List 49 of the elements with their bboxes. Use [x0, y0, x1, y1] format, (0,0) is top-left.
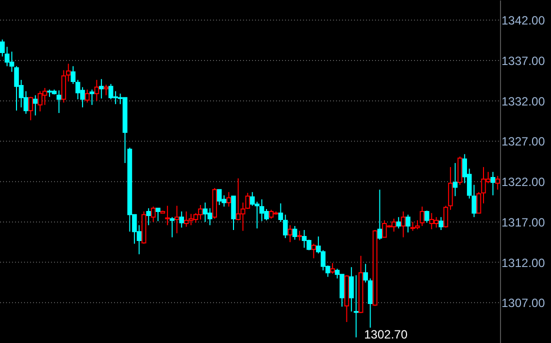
y-tick-label: 1322.00 — [502, 175, 546, 190]
candlestick — [396, 216, 401, 229]
candlestick — [406, 214, 410, 233]
candlestick — [156, 208, 160, 222]
candlestick — [56, 90, 62, 114]
y-tick-label: 1332.00 — [502, 94, 546, 108]
candlestick — [146, 208, 151, 226]
candlestick — [90, 89, 94, 106]
candlestick — [391, 218, 396, 232]
candlestick — [368, 278, 373, 328]
candlestick — [495, 175, 500, 190]
candlestick — [99, 78, 104, 99]
candlestick — [104, 84, 109, 96]
candlestick — [170, 216, 175, 238]
candlestick — [282, 214, 288, 239]
candlestick — [452, 162, 458, 197]
candlestick — [363, 263, 368, 283]
y-tick-label: 1327.00 — [502, 134, 546, 149]
candlestick — [32, 94, 38, 116]
y-tick-label: 1342.00 — [502, 14, 546, 28]
candlestick — [84, 89, 90, 103]
candlestick — [278, 202, 284, 222]
candlestick — [424, 210, 430, 224]
candlestick — [165, 205, 170, 226]
candlestick — [231, 196, 236, 231]
candlestick — [311, 243, 316, 259]
y-tick-label: 1337.00 — [502, 54, 546, 68]
candlestick — [377, 189, 382, 240]
candlestick — [70, 66, 76, 84]
candlestick — [400, 210, 406, 238]
candlestick — [297, 230, 302, 242]
candlestick — [28, 96, 34, 121]
candlestick — [94, 79, 100, 102]
candlestick — [179, 210, 184, 228]
y-tick-label: 1312.00 — [502, 256, 546, 270]
candlestick — [150, 206, 156, 222]
candlestick — [66, 63, 71, 82]
candlestick — [292, 225, 298, 240]
candlestick — [438, 216, 444, 231]
candlestick — [448, 166, 453, 210]
candlestick — [226, 192, 232, 208]
candlestick — [288, 224, 292, 243]
candlestick — [330, 262, 335, 274]
candlestick — [174, 205, 180, 234]
y-tick-label: 1307.00 — [502, 296, 546, 310]
annotation: 1302.70 — [364, 327, 408, 342]
candlestick — [61, 70, 66, 103]
y-tick-label: 1317.00 — [502, 215, 546, 230]
candlestick — [490, 171, 496, 196]
